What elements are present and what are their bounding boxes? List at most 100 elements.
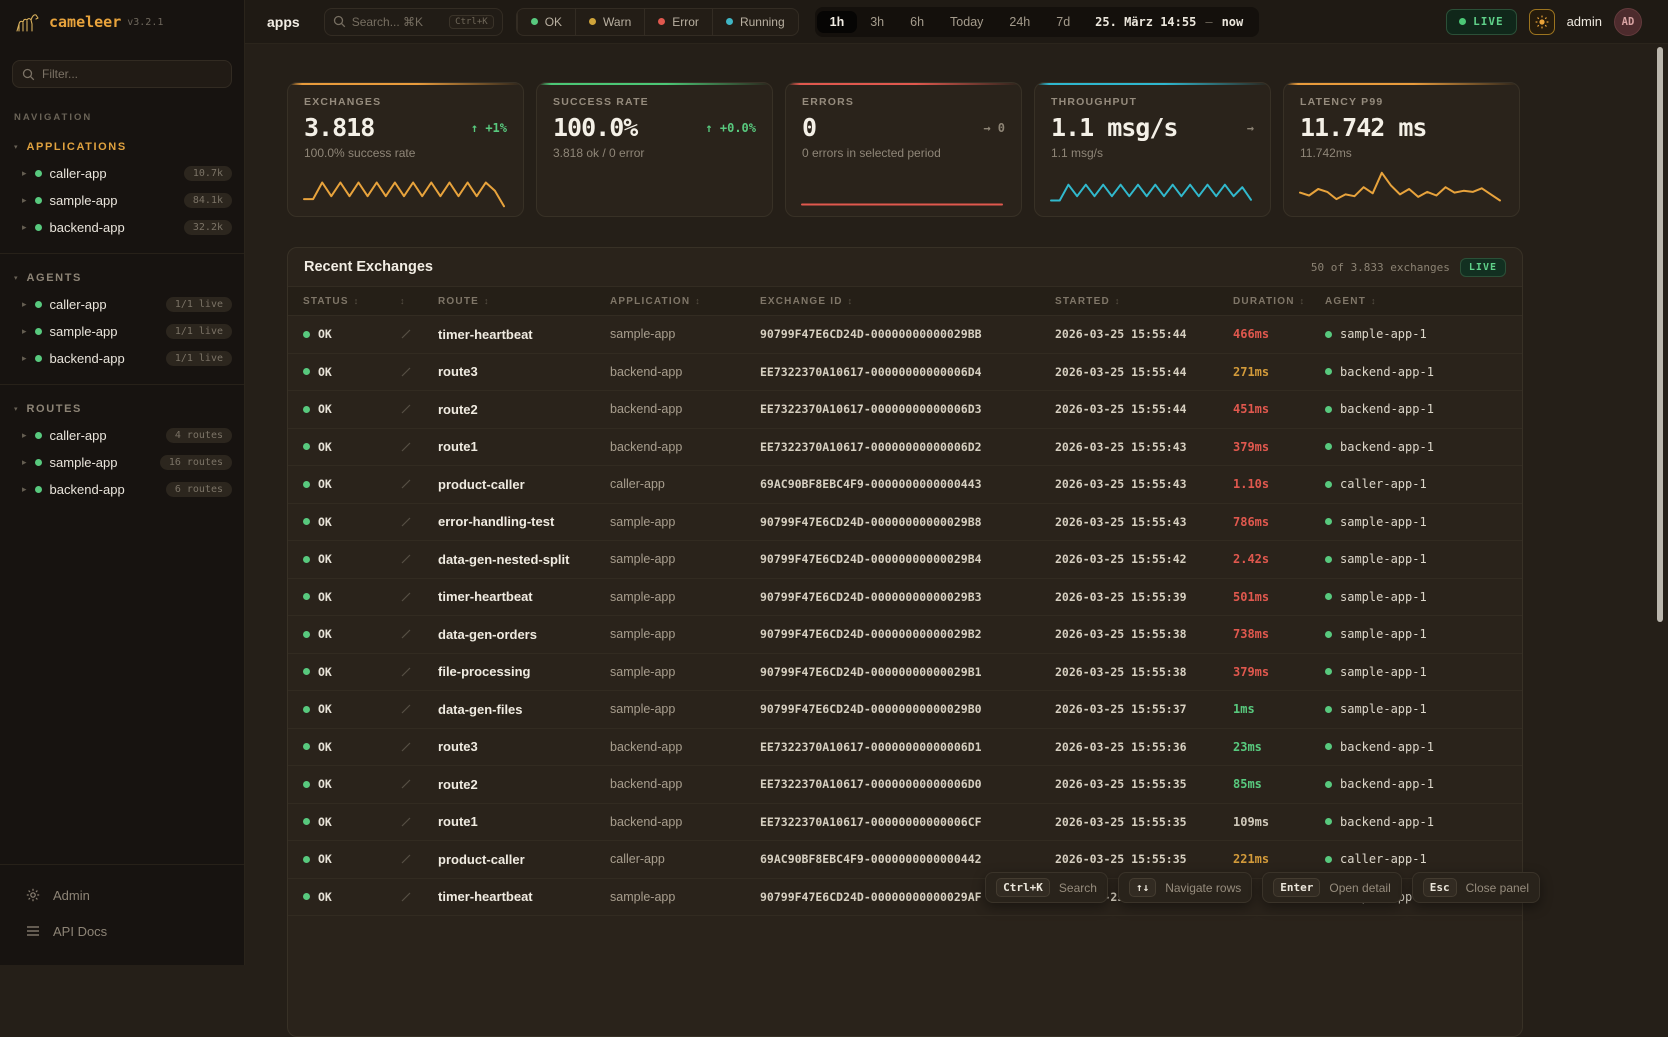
sidebar-section-routes: ▾ ROUTES ▸ caller-app 4 routes ▸ sample-…	[0, 387, 244, 503]
agent-dot	[1325, 743, 1332, 750]
status-cell: OK	[288, 777, 400, 791]
sidebar-item-badge: 84.1k	[184, 193, 232, 208]
sidebar-item-admin[interactable]: Admin	[0, 877, 244, 913]
agent-cell: caller-app-1	[1325, 477, 1522, 491]
started-cell: 2026-03-25 15:55:43	[1055, 440, 1233, 454]
agent-cell: backend-app-1	[1325, 440, 1522, 454]
column-header-trend[interactable]: ↕	[400, 296, 438, 306]
table-row[interactable]: OK data-gen-files sample-app 90799F47E6C…	[288, 691, 1522, 729]
table-row[interactable]: OK timer-heartbeat sample-app 90799F47E6…	[288, 316, 1522, 354]
sidebar-item-application[interactable]: ▸ sample-app 84.1k	[0, 187, 244, 214]
chevron-right-icon: ▸	[22, 326, 27, 337]
started-cell: 2026-03-25 15:55:42	[1055, 552, 1233, 566]
time-range-button[interactable]: 3h	[857, 11, 897, 33]
kpi-card: SUCCESS RATE 100.0% ↑ +0.0% 3.818 ok / 0…	[536, 82, 773, 217]
table-row[interactable]: OK error-handling-test sample-app 90799F…	[288, 504, 1522, 542]
table-row[interactable]: OK data-gen-orders sample-app 90799F47E6…	[288, 616, 1522, 654]
table-row[interactable]: OK data-gen-nested-split sample-app 9079…	[288, 541, 1522, 579]
sidebar-item-route[interactable]: ▸ backend-app 6 routes	[0, 476, 244, 503]
time-range-button[interactable]: 1h	[817, 11, 858, 33]
table-row[interactable]: OK route2 backend-app EE7322370A10617-00…	[288, 766, 1522, 804]
sidebar-item-agent[interactable]: ▸ backend-app 1/1 live	[0, 345, 244, 372]
date-to: now	[1222, 15, 1244, 29]
status-cell: OK	[288, 815, 400, 829]
route-cell: data-gen-files	[438, 702, 610, 717]
sidebar-item-api-docs[interactable]: API Docs	[0, 913, 244, 949]
status-label: OK	[318, 890, 332, 904]
table-row[interactable]: OK file-processing sample-app 90799F47E6…	[288, 654, 1522, 692]
status-label: OK	[318, 440, 332, 454]
section-header-applications[interactable]: ▾ APPLICATIONS	[0, 129, 244, 160]
agent-cell: backend-app-1	[1325, 777, 1522, 791]
chevron-right-icon: ▸	[22, 353, 27, 364]
sidebar-item-agent[interactable]: ▸ sample-app 1/1 live	[0, 318, 244, 345]
time-range-button[interactable]: 6h	[897, 11, 937, 33]
table-row[interactable]: OK route1 backend-app EE7322370A10617-00…	[288, 429, 1522, 467]
status-filter-toggle[interactable]: Warn	[575, 9, 644, 35]
sidebar-footer-label: API Docs	[53, 924, 107, 939]
column-header-duration[interactable]: DURATION↕	[1233, 296, 1325, 307]
table-row[interactable]: OK route3 backend-app EE7322370A10617-00…	[288, 354, 1522, 392]
exchange-id-cell: 90799F47E6CD24D-00000000000029B1	[760, 665, 1055, 679]
started-cell: 2026-03-25 15:55:44	[1055, 402, 1233, 416]
agent-label: sample-app-1	[1340, 590, 1427, 604]
agent-dot	[1325, 818, 1332, 825]
column-header-status[interactable]: STATUS↕	[288, 296, 400, 307]
search-input[interactable]: Search... ⌘K Ctrl+K	[324, 8, 503, 36]
status-filter-toggle[interactable]: Error	[644, 9, 712, 35]
agent-cell: backend-app-1	[1325, 740, 1522, 754]
table-row[interactable]: OK route2 backend-app EE7322370A10617-00…	[288, 391, 1522, 429]
duration-cell: 221ms	[1233, 852, 1325, 866]
sidebar-item-application[interactable]: ▸ caller-app 10.7k	[0, 160, 244, 187]
sidebar-item-route[interactable]: ▸ sample-app 16 routes	[0, 449, 244, 476]
application-cell: sample-app	[610, 327, 760, 341]
sort-icon: ↕	[1300, 296, 1306, 306]
status-cell: OK	[288, 627, 400, 641]
duration-cell: 501ms	[1233, 590, 1325, 604]
column-header-exchange-id[interactable]: EXCHANGE ID↕	[760, 296, 1055, 307]
table-row[interactable]: OK timer-heartbeat sample-app 90799F47E6…	[288, 579, 1522, 617]
kpi-subtitle: 100.0% success rate	[304, 146, 507, 160]
section-header-routes[interactable]: ▾ ROUTES	[0, 391, 244, 422]
date-range[interactable]: 25. März 14:55 — now	[1083, 15, 1257, 29]
sidebar-item-agent[interactable]: ▸ caller-app 1/1 live	[0, 291, 244, 318]
status-filter-toggle[interactable]: OK	[517, 9, 575, 35]
caret-down-icon: ▾	[14, 143, 18, 151]
duration-cell: 786ms	[1233, 515, 1325, 529]
avatar[interactable]: AD	[1614, 8, 1642, 36]
kpi-label: ERRORS	[802, 96, 1005, 108]
sidebar-item-route[interactable]: ▸ caller-app 4 routes	[0, 422, 244, 449]
time-range-button[interactable]: 24h	[996, 11, 1043, 33]
column-header-agent[interactable]: AGENT↕	[1325, 296, 1522, 307]
agent-cell: backend-app-1	[1325, 815, 1522, 829]
table-row[interactable]: OK product-caller caller-app 69AC90BF8EB…	[288, 466, 1522, 504]
status-cell: OK	[288, 852, 400, 866]
live-badge[interactable]: LIVE	[1446, 9, 1517, 35]
kpi-value: 0	[802, 113, 816, 142]
status-filter-toggle[interactable]: Running	[712, 9, 798, 35]
exchange-id-cell: 90799F47E6CD24D-00000000000029B3	[760, 590, 1055, 604]
sidebar-item-label: sample-app	[50, 455, 118, 470]
status-cell: OK	[288, 590, 400, 604]
live-label: LIVE	[1473, 15, 1504, 28]
section-header-agents[interactable]: ▾ AGENTS	[0, 260, 244, 291]
route-cell: route2	[438, 777, 610, 792]
table-row[interactable]: OK route1 backend-app EE7322370A10617-00…	[288, 804, 1522, 842]
sidebar-item-application[interactable]: ▸ backend-app 32.2k	[0, 214, 244, 241]
time-range-button[interactable]: 7d	[1043, 11, 1083, 33]
sidebar-filter-input[interactable]: Filter...	[12, 60, 232, 88]
agent-label: backend-app-1	[1340, 365, 1434, 379]
table-row[interactable]: OK route3 backend-app EE7322370A10617-00…	[288, 729, 1522, 767]
duration-cell: 379ms	[1233, 665, 1325, 679]
page-scrollbar[interactable]	[1657, 47, 1663, 622]
column-header-started[interactable]: STARTED↕	[1055, 296, 1233, 307]
recent-exchanges-panel: Recent Exchanges 50 of 3.833 exchanges L…	[287, 247, 1523, 1037]
sidebar: cameleer v3.2.1 Filter... NAVIGATION ▾ A…	[0, 0, 245, 965]
column-header-route[interactable]: ROUTE↕	[438, 296, 610, 307]
kpi-subtitle: 11.742ms	[1300, 146, 1503, 160]
chevron-right-icon: ▸	[22, 457, 27, 468]
time-range-button[interactable]: Today	[937, 11, 996, 33]
theme-toggle-button[interactable]	[1529, 9, 1555, 35]
status-cell: OK	[288, 402, 400, 416]
column-header-application[interactable]: APPLICATION↕	[610, 296, 760, 307]
